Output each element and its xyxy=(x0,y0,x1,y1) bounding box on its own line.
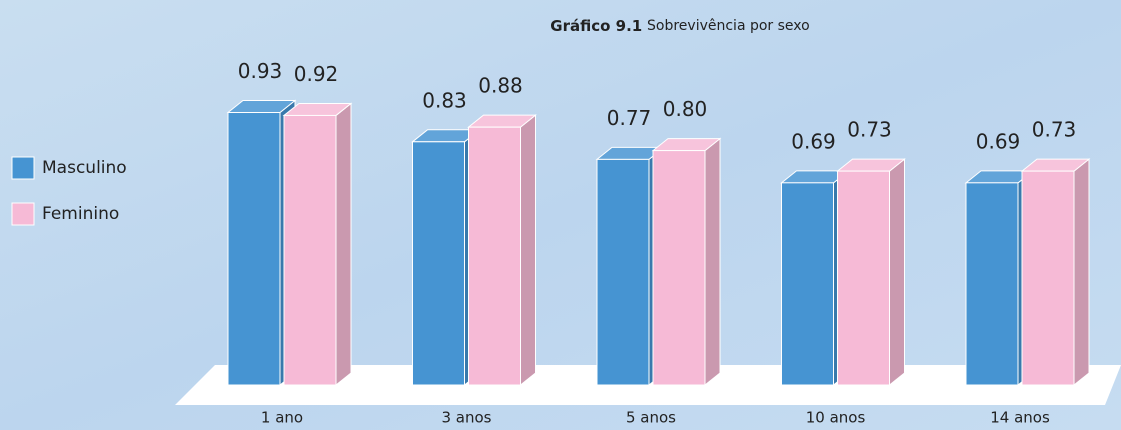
bar xyxy=(1020,158,1091,387)
bar-front xyxy=(283,114,337,386)
data-label: 0.93 xyxy=(238,59,283,83)
data-label: 0.80 xyxy=(663,97,708,121)
x-tick-label: 5 anos xyxy=(626,409,676,427)
data-label: 0.83 xyxy=(422,88,467,112)
data-label: 0.69 xyxy=(791,129,836,153)
bar-front xyxy=(965,182,1019,386)
legend-label: Masculino xyxy=(42,158,127,178)
bar-front xyxy=(837,170,890,386)
chart-title: Gráfico 9.1 Sobrevivência por sexo xyxy=(550,17,809,35)
bar xyxy=(467,114,537,387)
bar-front xyxy=(468,126,521,386)
bar xyxy=(651,137,722,387)
x-tick-label: 10 anos xyxy=(806,409,866,427)
title: Gráfico 9.1 xyxy=(550,17,642,35)
x-tick-label: 1 ano xyxy=(261,409,303,427)
legend-label: Feminino xyxy=(42,204,119,224)
bar xyxy=(282,102,353,387)
bar-side xyxy=(520,114,536,387)
subtitle: Sobrevivência por sexo xyxy=(647,18,810,34)
bar-front xyxy=(227,112,281,386)
bar-side xyxy=(1073,158,1090,387)
bar-side xyxy=(335,102,352,387)
data-label: 0.69 xyxy=(976,129,1021,153)
bar xyxy=(836,158,906,387)
data-label: 0.88 xyxy=(478,74,523,98)
bar-front xyxy=(652,150,706,386)
x-tick-label: 14 anos xyxy=(990,409,1050,427)
bar-side xyxy=(704,137,721,387)
data-label: 0.77 xyxy=(607,106,652,130)
bar-front xyxy=(412,141,465,386)
x-tick-label: 3 anos xyxy=(441,409,491,427)
bar-side xyxy=(889,158,905,387)
bar-front xyxy=(1021,170,1075,386)
legend-swatch xyxy=(11,202,35,226)
data-label: 0.92 xyxy=(294,62,339,86)
data-label: 0.73 xyxy=(847,118,892,142)
legend-swatch xyxy=(11,156,35,180)
bar-front xyxy=(781,182,834,386)
data-label: 0.73 xyxy=(1032,118,1077,142)
bar-front xyxy=(596,158,650,386)
